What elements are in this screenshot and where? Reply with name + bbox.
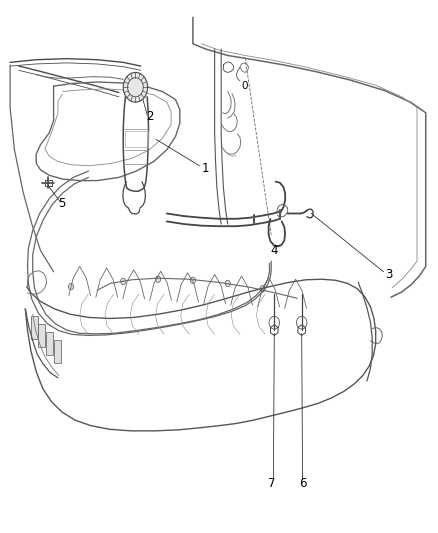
- Text: 6: 6: [299, 478, 306, 490]
- Circle shape: [120, 278, 126, 285]
- Circle shape: [225, 280, 230, 287]
- Text: 7: 7: [268, 478, 276, 490]
- Text: 1: 1: [201, 162, 209, 175]
- Text: 5: 5: [58, 197, 65, 211]
- Bar: [31, 316, 38, 339]
- Bar: [46, 332, 53, 355]
- Circle shape: [68, 284, 74, 290]
- Text: 0: 0: [242, 81, 248, 91]
- Circle shape: [155, 276, 161, 282]
- Circle shape: [123, 72, 148, 102]
- Circle shape: [260, 286, 265, 292]
- Text: 3: 3: [385, 268, 392, 281]
- Bar: [54, 340, 61, 363]
- Circle shape: [190, 277, 195, 284]
- Text: 2: 2: [146, 110, 154, 124]
- Text: 4: 4: [270, 244, 278, 257]
- Bar: [39, 324, 46, 347]
